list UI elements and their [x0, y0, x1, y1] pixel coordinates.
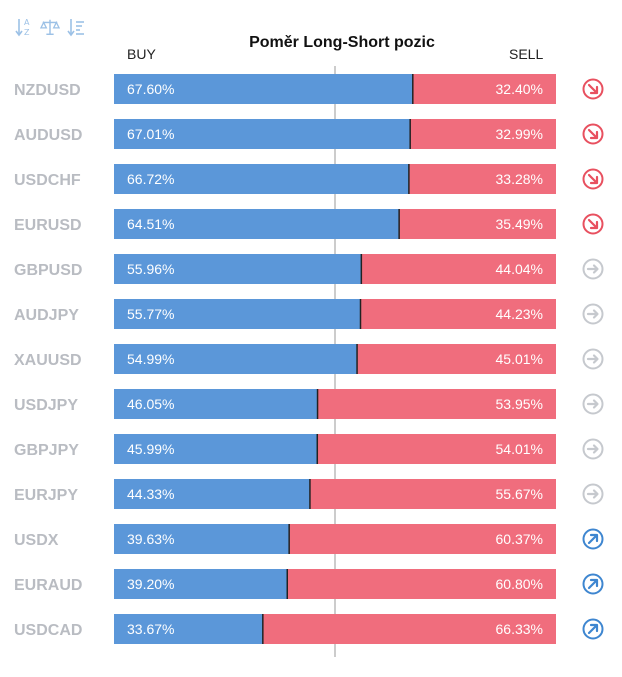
buy-bar[interactable]	[114, 569, 288, 599]
sell-value-label: 32.40%	[496, 81, 543, 97]
pair-label: USDCHF	[14, 172, 81, 189]
sell-value-label: 44.23%	[496, 306, 543, 322]
buy-value-label: 67.60%	[127, 81, 174, 97]
sell-bar[interactable]	[408, 164, 556, 194]
sell-bar[interactable]	[317, 389, 556, 419]
pair-label: AUDUSD	[14, 127, 82, 144]
sell-value-label: 44.04%	[496, 261, 543, 277]
buy-bar[interactable]	[114, 74, 413, 104]
pair-label: AUDJPY	[14, 307, 79, 324]
buy-bar[interactable]	[114, 299, 361, 329]
buy-value-label: 33.67%	[127, 621, 174, 637]
sell-value-label: 33.28%	[496, 171, 543, 187]
sell-value-label: 32.99%	[496, 126, 543, 142]
sort-amount-icon[interactable]	[66, 15, 86, 39]
balance-scale-icon[interactable]	[40, 15, 60, 39]
sell-bar[interactable]	[410, 119, 556, 149]
trend-neutral-icon[interactable]	[582, 348, 604, 370]
buy-value-label: 39.63%	[127, 531, 174, 547]
sell-bar[interactable]	[361, 254, 556, 284]
buy-bar[interactable]	[114, 389, 318, 419]
sell-value-label: 35.49%	[496, 216, 543, 232]
pair-label: EURUSD	[14, 217, 82, 234]
pair-label: EURJPY	[14, 487, 78, 504]
sell-header: SELL	[509, 46, 544, 62]
trend-neutral-icon[interactable]	[582, 258, 604, 280]
buy-bar[interactable]	[114, 434, 318, 464]
buy-value-label: 64.51%	[127, 216, 174, 232]
pair-label: USDX	[14, 532, 59, 549]
buy-value-label: 55.77%	[127, 306, 174, 322]
buy-value-label: 67.01%	[127, 126, 174, 142]
buy-header: BUY	[127, 46, 156, 62]
buy-bar[interactable]	[114, 209, 400, 239]
buy-value-label: 39.20%	[127, 576, 174, 592]
trend-up-icon[interactable]	[582, 618, 604, 640]
buy-value-label: 45.99%	[127, 441, 174, 457]
pair-label: GBPJPY	[14, 442, 79, 459]
svg-text:Z: Z	[24, 28, 30, 37]
trend-down-icon[interactable]	[582, 213, 604, 235]
sell-bar[interactable]	[412, 74, 556, 104]
buy-value-label: 46.05%	[127, 396, 174, 412]
trend-neutral-icon[interactable]	[582, 303, 604, 325]
trend-neutral-icon[interactable]	[582, 438, 604, 460]
buy-value-label: 55.96%	[127, 261, 174, 277]
trend-down-icon[interactable]	[582, 123, 604, 145]
pair-label: GBPUSD	[14, 262, 82, 279]
sell-bar[interactable]	[360, 299, 556, 329]
sell-bar[interactable]	[357, 344, 556, 374]
sell-value-label: 53.95%	[496, 396, 543, 412]
sort-alpha-icon[interactable]: A Z	[14, 15, 34, 39]
chart-title: Poměr Long-Short pozic	[249, 34, 435, 51]
buy-value-label: 54.99%	[127, 351, 174, 367]
pair-label: XAUUSD	[14, 352, 82, 369]
buy-bar[interactable]	[114, 344, 358, 374]
trend-neutral-icon[interactable]	[582, 483, 604, 505]
pair-label: NZDUSD	[14, 82, 81, 99]
sell-bar[interactable]	[309, 479, 556, 509]
toolbar: A Z	[14, 12, 86, 42]
sell-bar[interactable]	[287, 569, 556, 599]
sell-bar[interactable]	[399, 209, 556, 239]
pair-label: USDJPY	[14, 397, 78, 414]
sell-value-label: 54.01%	[496, 441, 543, 457]
buy-value-label: 66.72%	[127, 171, 174, 187]
sell-bar[interactable]	[262, 614, 556, 644]
buy-bar[interactable]	[114, 119, 411, 149]
buy-bar[interactable]	[114, 164, 409, 194]
trend-neutral-icon[interactable]	[582, 393, 604, 415]
sell-bar[interactable]	[289, 524, 556, 554]
sell-value-label: 60.37%	[496, 531, 543, 547]
svg-text:A: A	[24, 18, 30, 27]
trend-up-icon[interactable]	[582, 573, 604, 595]
trend-up-icon[interactable]	[582, 528, 604, 550]
sell-value-label: 66.33%	[496, 621, 543, 637]
buy-value-label: 44.33%	[127, 486, 174, 502]
trend-down-icon[interactable]	[582, 78, 604, 100]
buy-bar[interactable]	[114, 614, 263, 644]
buy-bar[interactable]	[114, 524, 290, 554]
buy-bar[interactable]	[114, 479, 310, 509]
sell-value-label: 55.67%	[496, 486, 543, 502]
sell-value-label: 45.01%	[496, 351, 543, 367]
sell-bar[interactable]	[317, 434, 556, 464]
pair-label: USDCAD	[14, 622, 82, 639]
trend-down-icon[interactable]	[582, 168, 604, 190]
pair-label: EURAUD	[14, 577, 82, 594]
sell-value-label: 60.80%	[496, 576, 543, 592]
buy-bar[interactable]	[114, 254, 362, 284]
